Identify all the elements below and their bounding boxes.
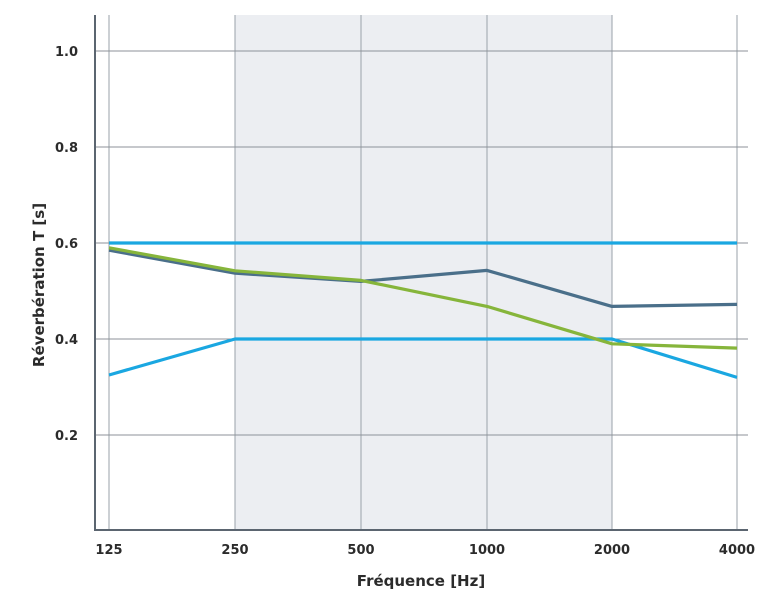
y-tick-label: 0.4 <box>55 333 78 348</box>
x-tick-label: 500 <box>347 543 374 558</box>
x-tick-label: 2000 <box>594 543 630 558</box>
x-tick-label: 250 <box>221 543 248 558</box>
x-tick-label: 4000 <box>719 543 755 558</box>
series-line-3 <box>108 248 738 308</box>
y-tick-label: 0.8 <box>55 141 78 156</box>
x-tick-label: 125 <box>95 543 122 558</box>
x-tick-label: 1000 <box>469 543 505 558</box>
y-tick-label: 0.6 <box>55 237 78 252</box>
y-axis-title: Réverbération T [s] <box>30 203 48 367</box>
series-line-4 <box>108 246 738 350</box>
y-tick-label: 0.2 <box>55 429 78 444</box>
y-tick-label: 1.0 <box>55 45 78 60</box>
axes <box>94 15 748 531</box>
x-tick-labels: 125 250 500 1000 2000 4000 <box>95 543 755 558</box>
y-tick-labels: 0.2 0.4 0.6 0.8 1.0 <box>55 45 78 444</box>
x-axis-title: Fréquence [Hz] <box>357 572 485 590</box>
shaded-band <box>235 15 612 530</box>
series-lines <box>108 241 738 379</box>
